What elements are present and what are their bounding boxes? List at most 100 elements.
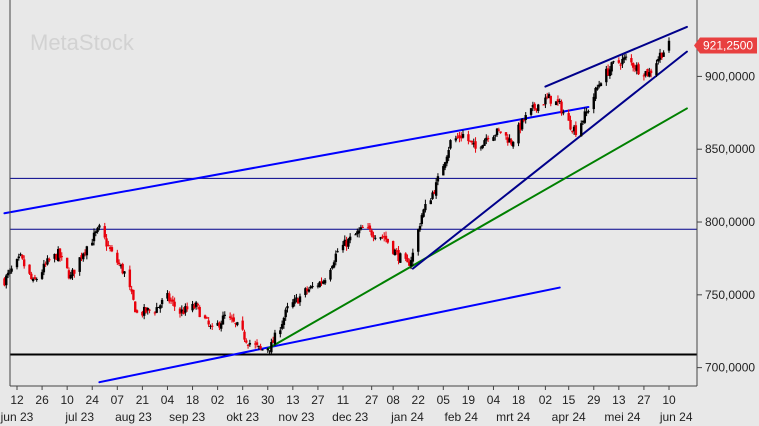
candle-body xyxy=(311,286,314,288)
candle-112 xyxy=(282,316,286,329)
candle-253 xyxy=(635,62,638,75)
candle-body xyxy=(535,108,538,111)
candle-172 xyxy=(433,189,436,195)
candle-body xyxy=(442,166,445,176)
candle-108 xyxy=(271,336,275,343)
x-tick-label-14: 27 xyxy=(365,393,379,407)
candle-body xyxy=(657,59,660,62)
candle-132 xyxy=(332,260,336,269)
candle-34 xyxy=(85,245,89,260)
candle-148 xyxy=(372,231,375,242)
candle-55 xyxy=(141,310,144,318)
candle-163 xyxy=(409,256,413,270)
candle-body xyxy=(619,64,622,66)
candle-body xyxy=(110,247,114,252)
candle-body xyxy=(382,236,386,238)
x-tick-label-2: 10 xyxy=(60,393,74,407)
candle-body xyxy=(246,344,250,346)
candle-85 xyxy=(216,320,219,327)
candle-body xyxy=(205,317,209,319)
candle-110 xyxy=(279,327,282,338)
candle-body xyxy=(82,253,85,260)
candle-body xyxy=(644,71,647,76)
candle-229 xyxy=(574,121,578,137)
candle-body xyxy=(185,306,189,310)
candle-190 xyxy=(479,145,483,151)
candle-5 xyxy=(15,258,19,270)
candle-171 xyxy=(431,190,434,200)
candle-118 xyxy=(297,297,300,304)
candle-74 xyxy=(185,302,189,312)
candle-101 xyxy=(255,339,259,348)
candle-92 xyxy=(232,313,235,323)
candle-209 xyxy=(524,112,527,124)
candle-body xyxy=(135,310,139,313)
candle-87 xyxy=(219,320,223,332)
candle-body xyxy=(286,306,289,309)
candle-41 xyxy=(105,234,108,251)
candle-140 xyxy=(354,232,357,236)
candle-body xyxy=(116,252,119,263)
candle-body xyxy=(544,97,547,105)
candle-body xyxy=(422,209,425,217)
x-month-label-0: jun 23 xyxy=(0,410,34,424)
candle-246 xyxy=(619,62,622,70)
candle-body xyxy=(85,246,89,256)
candle-body xyxy=(19,254,22,256)
candle-177 xyxy=(445,155,449,167)
candle-body xyxy=(35,279,38,281)
candle-255 xyxy=(642,73,646,81)
horizontal-lines xyxy=(10,177,697,356)
x-tick-label-21: 02 xyxy=(539,393,553,407)
candle-72 xyxy=(182,307,185,315)
candle-222 xyxy=(558,98,561,105)
x-tick-label-23: 29 xyxy=(587,393,601,407)
candle-body xyxy=(562,112,565,114)
candle-body xyxy=(649,70,653,74)
candle-50 xyxy=(128,265,132,291)
candle-239 xyxy=(599,82,603,87)
candle-body xyxy=(198,306,201,318)
candle-body xyxy=(130,289,133,292)
candle-body xyxy=(517,124,520,144)
candle-body xyxy=(196,304,200,306)
x-month-label-10: apr 24 xyxy=(552,410,586,424)
candle-94 xyxy=(236,321,239,327)
candle-53 xyxy=(134,301,137,313)
candle-70 xyxy=(178,307,182,318)
x-month-label-6: dec 23 xyxy=(332,410,368,424)
x-tick-label-10: 30 xyxy=(261,393,275,407)
x-tick-label-15: 08 xyxy=(386,393,400,407)
candle-95 xyxy=(241,316,244,331)
candle-body xyxy=(617,60,621,63)
x-tick-label-1: 26 xyxy=(35,393,49,407)
candle-body xyxy=(447,149,450,158)
candle-body xyxy=(581,120,585,123)
candle-202 xyxy=(508,134,511,143)
candle-47 xyxy=(119,263,123,269)
candle-14 xyxy=(35,277,38,282)
candle-200 xyxy=(504,132,508,140)
candle-142 xyxy=(357,227,361,238)
candle-body xyxy=(648,72,651,77)
candle-body xyxy=(504,132,508,136)
candle-244 xyxy=(612,60,615,64)
candle-body xyxy=(494,135,497,137)
candle-113 xyxy=(284,307,287,321)
candle-body xyxy=(372,235,375,238)
x-axis: 12 26 10 24 07 21 04 18 02 16 30 13 27 11 27 08 22 05 19 04… xyxy=(0,386,693,424)
candle-body xyxy=(460,136,463,139)
candle-52 xyxy=(132,289,135,301)
candle-233 xyxy=(585,107,588,117)
candle-body xyxy=(216,322,219,326)
candle-body xyxy=(182,310,185,314)
candle-body xyxy=(608,69,612,76)
candle-body xyxy=(297,298,300,304)
candle-body xyxy=(159,305,162,309)
candle-214 xyxy=(537,103,540,114)
candle-body xyxy=(3,278,6,286)
candle-107 xyxy=(270,338,273,354)
candle-body xyxy=(443,162,447,168)
last-price-tag-shape xyxy=(694,37,757,54)
candle-40 xyxy=(103,222,106,240)
